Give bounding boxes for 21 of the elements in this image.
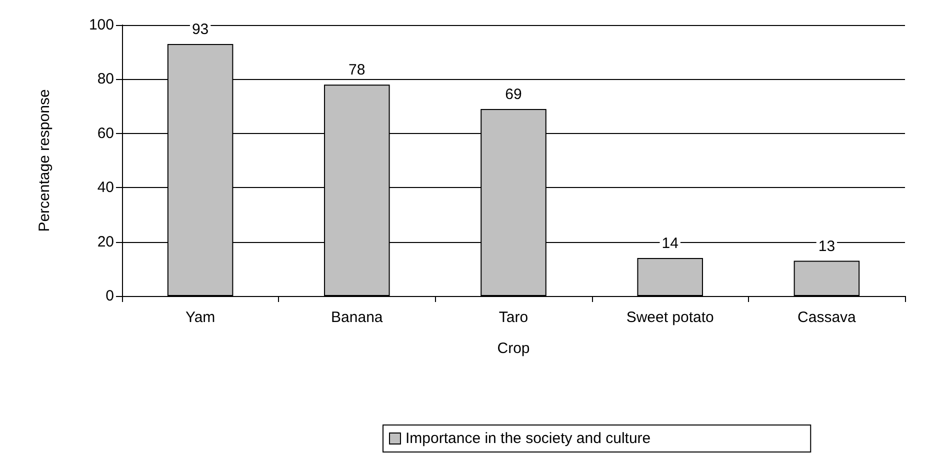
x-tick-label: Banana <box>331 309 384 326</box>
x-axis-title: Crop <box>497 340 530 357</box>
bar <box>794 260 860 296</box>
bar <box>637 258 703 296</box>
y-tick-label: 20 <box>97 233 114 250</box>
data-label: 14 <box>662 235 678 252</box>
y-tick-label: 0 <box>106 288 114 304</box>
x-tick-label: Sweet potato <box>626 309 714 326</box>
x-tick-label: Cassava <box>798 309 857 326</box>
x-tick-label: Taro <box>498 309 528 326</box>
data-label: 13 <box>818 238 836 255</box>
data-label: 69 <box>505 86 522 104</box>
legend-label: Importance in the society and culture <box>406 430 651 447</box>
data-label: 93 <box>192 20 209 38</box>
data-label: 78 <box>348 62 366 79</box>
y-tick-label: 80 <box>97 70 114 88</box>
y-tick-label: 40 <box>97 179 114 196</box>
y-axis-title: Percentage response <box>36 89 53 232</box>
x-tick-label: Yam <box>185 309 216 326</box>
y-tick-label: 100 <box>88 16 114 34</box>
y-tick-label: 60 <box>97 124 114 142</box>
